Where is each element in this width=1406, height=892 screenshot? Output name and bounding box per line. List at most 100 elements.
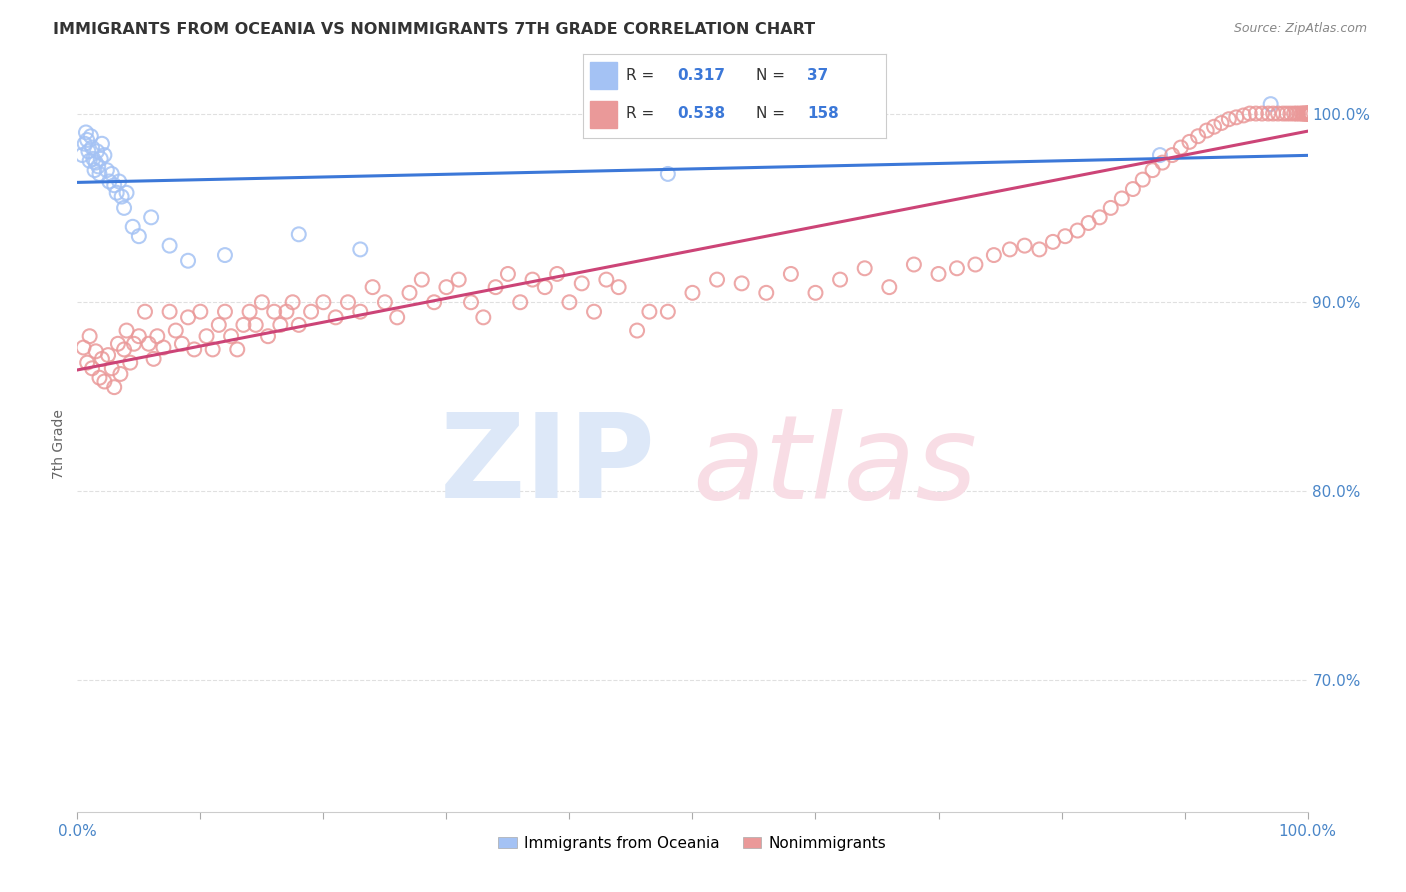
Text: R =: R =: [626, 68, 659, 83]
Point: [534, 280, 557, 294]
Point: [1142, 163, 1164, 178]
Point: [1299, 106, 1322, 120]
Point: [1288, 106, 1310, 120]
Point: [983, 248, 1005, 262]
Point: [108, 174, 131, 188]
Point: [558, 295, 581, 310]
Point: [98, 174, 121, 188]
Point: [1299, 106, 1322, 120]
Point: [214, 248, 236, 262]
Point: [195, 329, 218, 343]
Point: [188, 304, 212, 318]
Point: [1014, 238, 1036, 252]
Text: ZIP: ZIP: [440, 409, 655, 524]
Point: [349, 243, 371, 257]
Point: [90, 136, 114, 151]
Point: [250, 295, 273, 310]
Point: [89, 370, 111, 384]
Point: [82, 361, 104, 376]
Point: [1149, 148, 1171, 162]
Point: [349, 304, 371, 318]
Point: [122, 336, 145, 351]
Point: [1299, 106, 1322, 120]
Point: [755, 285, 778, 300]
Point: [1299, 106, 1322, 120]
Point: [276, 304, 298, 318]
Point: [239, 304, 262, 318]
Point: [159, 238, 181, 252]
Point: [146, 329, 169, 343]
Point: [128, 229, 150, 244]
Point: [159, 304, 181, 318]
Point: [1294, 106, 1316, 120]
Point: [165, 324, 187, 338]
Point: [219, 329, 242, 343]
Point: [84, 344, 107, 359]
Point: [1260, 97, 1282, 112]
Point: [288, 227, 311, 242]
Point: [1299, 106, 1322, 120]
Point: [1225, 111, 1247, 125]
Point: [657, 304, 679, 318]
Point: [89, 167, 111, 181]
Point: [299, 304, 322, 318]
Point: [103, 178, 125, 193]
Point: [90, 152, 112, 166]
Text: 158: 158: [807, 106, 839, 121]
Point: [103, 380, 125, 394]
Point: [998, 243, 1021, 257]
Point: [337, 295, 360, 310]
Point: [312, 295, 335, 310]
Point: [80, 129, 103, 144]
Point: [657, 167, 679, 181]
Point: [1054, 229, 1077, 244]
Point: [522, 272, 544, 286]
Point: [1299, 106, 1322, 120]
Point: [1077, 216, 1099, 230]
Point: [447, 272, 470, 286]
Point: [281, 295, 304, 310]
Point: [1296, 106, 1319, 120]
Point: [1042, 235, 1064, 249]
Point: [1299, 106, 1322, 120]
Point: [115, 324, 138, 338]
Point: [571, 277, 593, 291]
Point: [1299, 106, 1322, 120]
Point: [208, 318, 231, 332]
Point: [682, 285, 704, 300]
Point: [110, 367, 132, 381]
Point: [325, 310, 347, 325]
Point: [1299, 106, 1322, 120]
Point: [76, 133, 98, 147]
Point: [1298, 106, 1320, 120]
Text: N =: N =: [756, 106, 790, 121]
Bar: [589, 62, 617, 89]
Point: [1299, 106, 1322, 120]
Point: [257, 329, 280, 343]
Point: [638, 304, 661, 318]
Point: [170, 336, 193, 351]
Text: 37: 37: [807, 68, 828, 83]
Point: [1272, 106, 1295, 120]
Point: [152, 341, 174, 355]
Point: [87, 160, 110, 174]
Point: [269, 318, 291, 332]
Point: [1122, 182, 1144, 196]
Point: [472, 310, 495, 325]
Point: [1088, 211, 1111, 225]
Point: [1299, 106, 1322, 120]
Point: [1099, 201, 1122, 215]
Point: [1295, 106, 1317, 120]
Point: [1233, 108, 1256, 122]
Point: [82, 152, 104, 166]
Point: [361, 280, 384, 294]
Point: [546, 267, 568, 281]
Point: [1178, 135, 1201, 149]
Point: [1299, 106, 1322, 120]
Text: R =: R =: [626, 106, 659, 121]
Text: IMMIGRANTS FROM OCEANIA VS NONIMMIGRANTS 7TH GRADE CORRELATION CHART: IMMIGRANTS FROM OCEANIA VS NONIMMIGRANTS…: [53, 22, 815, 37]
Point: [72, 341, 94, 355]
Point: [706, 272, 728, 286]
Point: [111, 189, 132, 203]
Point: [97, 348, 120, 362]
